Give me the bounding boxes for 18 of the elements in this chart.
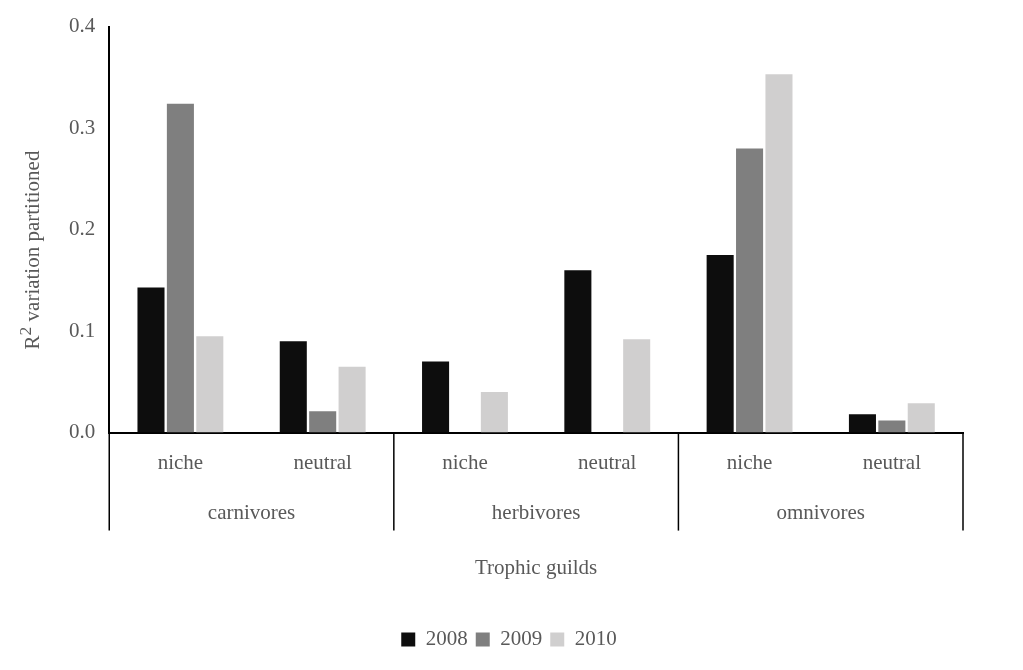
y-tick-label: 0.0: [69, 419, 96, 444]
x-tick-label: neutral: [293, 449, 352, 474]
text: herbivores: [491, 500, 581, 525]
x-tick-label: niche: [726, 449, 773, 474]
y-tick-label: 0.1: [69, 317, 96, 342]
y-tick-label: 0.3: [69, 114, 96, 139]
text: carnivores: [207, 500, 296, 525]
legend-label: 2008: [425, 626, 468, 651]
x-axis-title: Trophic guilds: [474, 554, 598, 579]
x-tick-label: niche: [157, 449, 204, 474]
legend-label: 2009: [500, 626, 543, 651]
y-tick-label: 0.2: [69, 216, 96, 241]
x-tick-label: neutral: [862, 449, 922, 474]
x-tick-label: neutral: [578, 449, 637, 474]
legend-label: 2010: [574, 626, 617, 651]
text: omnivores: [776, 500, 866, 525]
y-tick-label: 0.4: [69, 13, 96, 38]
x-tick-label: niche: [442, 449, 488, 474]
